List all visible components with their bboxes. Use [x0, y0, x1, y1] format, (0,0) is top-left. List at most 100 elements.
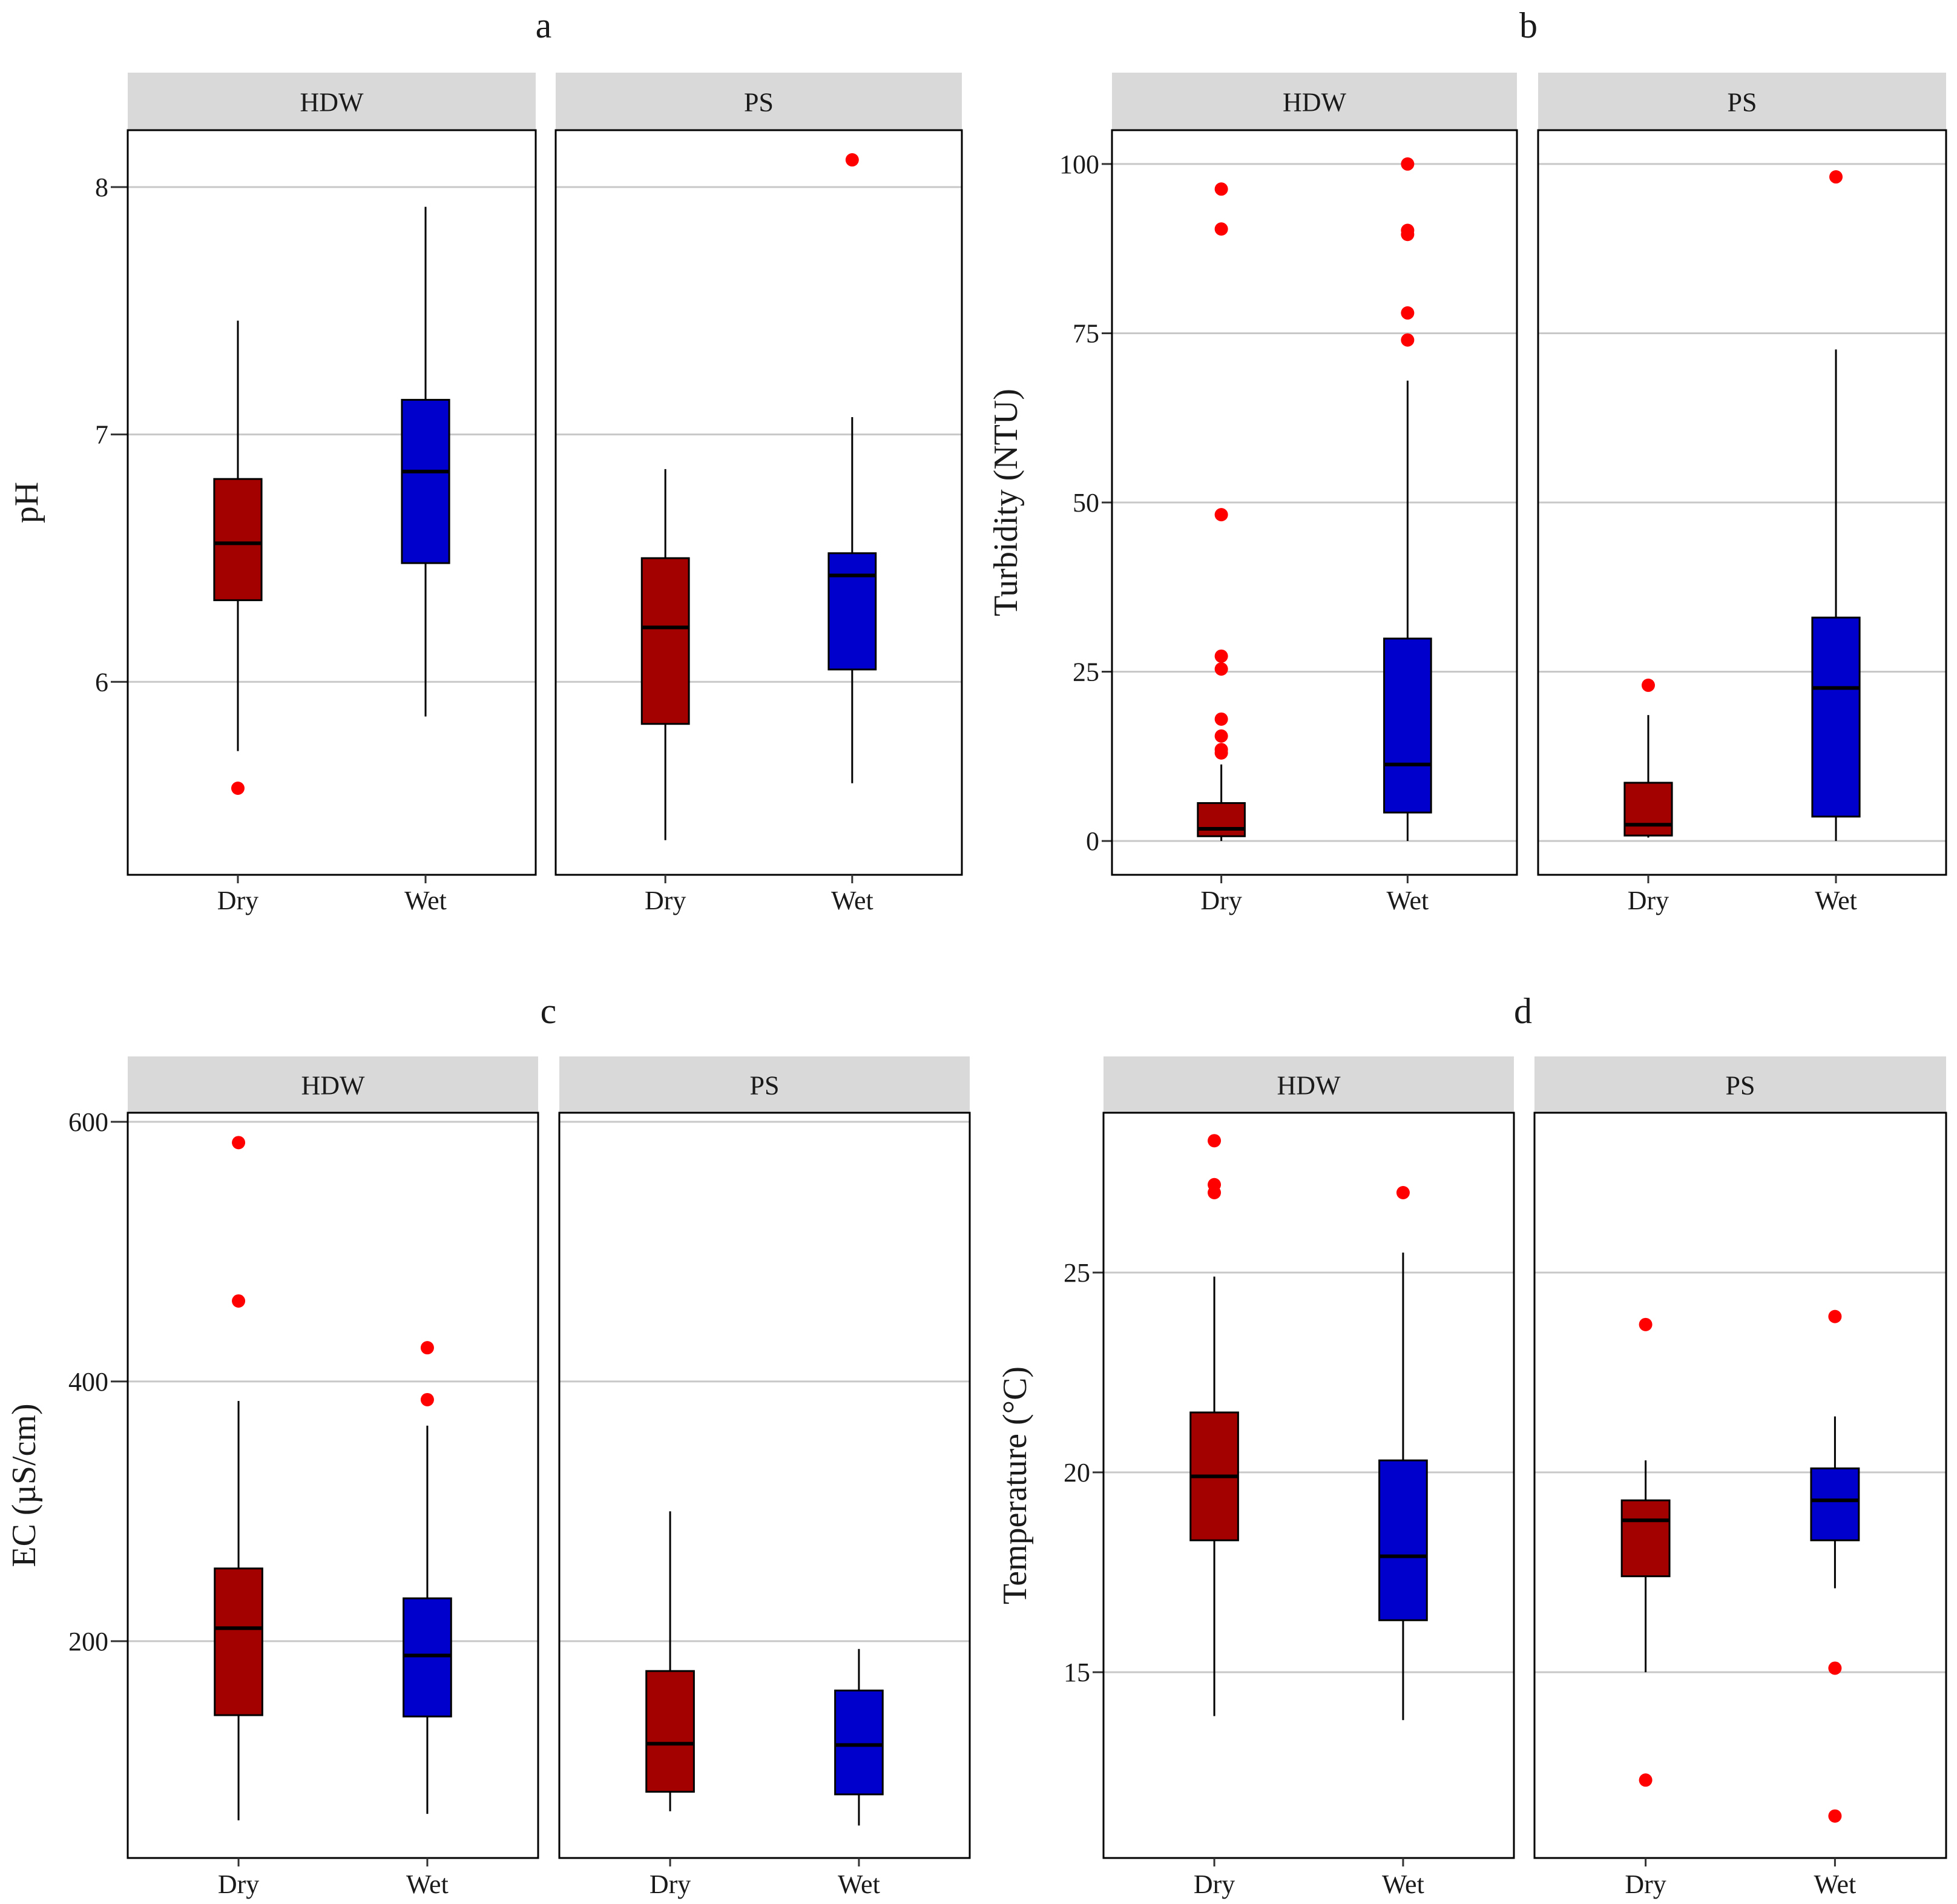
outlier-point	[420, 1392, 434, 1406]
y-axis-title: EC (µS/cm)	[5, 1403, 43, 1567]
x-tick-label: Dry	[645, 886, 686, 915]
y-tick-label: 25	[1064, 1258, 1090, 1288]
panel-d: d Temperature (°C) 15 20 25 HDW Dry Wet PS Dry Wet	[996, 991, 1947, 1899]
facet-frame	[1537, 129, 1947, 876]
panel-a: a pH 6 7 8 HDW Dry Wet PS Dry Wet	[8, 5, 963, 915]
box-hdw-wet	[401, 206, 450, 717]
facet-strip	[1103, 1056, 1514, 1113]
facet-strip	[559, 1056, 970, 1113]
outlier-point	[1396, 1186, 1410, 1200]
facet-frame	[1102, 1112, 1515, 1859]
facet-strip	[128, 1056, 538, 1113]
facet-ps: PS Dry Wet	[558, 1056, 971, 1899]
facet-strip-label: HDW	[301, 1071, 365, 1101]
x-tick-label: Dry	[218, 1869, 259, 1899]
outlier-point	[1214, 649, 1228, 663]
y-tick-label: 100	[1059, 150, 1099, 179]
y-tick-label: 25	[1073, 657, 1099, 687]
y-tick-label: 7	[95, 420, 108, 450]
box-ps-dry	[645, 1511, 695, 1811]
outlier-point	[845, 153, 859, 167]
x-tick-label: Dry	[650, 1869, 691, 1899]
x-tick-label: Wet	[1382, 1869, 1424, 1899]
y-tick-label: 0	[1086, 826, 1099, 856]
outlier-point	[1214, 182, 1228, 196]
x-tick-label: Wet	[404, 886, 447, 915]
y-axis-title: pH	[8, 482, 45, 523]
outlier-point	[1828, 1809, 1842, 1823]
panel-letter: d	[1514, 991, 1532, 1031]
box-hdw-wet	[1383, 157, 1432, 842]
facet-ps: PS Dry Wet	[1537, 73, 1947, 915]
box-ps-wet	[827, 153, 877, 783]
facet-strip	[556, 73, 962, 130]
y-tick-label: 20	[1064, 1458, 1090, 1487]
outlier-point	[1208, 1134, 1222, 1148]
y-tick-label: 50	[1073, 488, 1099, 518]
outlier-point	[1401, 333, 1415, 347]
x-tick-label: Dry	[1625, 1869, 1666, 1899]
facet-hdw: HDW Dry Wet	[1102, 1056, 1515, 1899]
iqr-box	[214, 1567, 263, 1716]
iqr-box	[403, 1597, 452, 1718]
outlier-point	[1214, 743, 1228, 757]
iqr-box	[1197, 802, 1246, 837]
panel-letter: a	[536, 5, 552, 45]
outlier-point	[231, 781, 245, 795]
box-ps-wet	[1811, 170, 1861, 842]
facet-strip-label: PS	[750, 1071, 780, 1101]
box-hdw-dry	[1189, 1134, 1239, 1716]
iqr-box	[834, 1689, 884, 1796]
panel-c: c EC (µS/cm) 200 400 600 HDW Dry Wet PS Dry Wet	[5, 991, 971, 1899]
iqr-box	[645, 1670, 695, 1793]
x-tick-label: Wet	[1815, 886, 1857, 915]
y-tick-label: 200	[68, 1627, 108, 1656]
panel-b: b Turbidity (NTU) 0 25 50 75 100 HDW Dry Wet PS Dry…	[987, 5, 1947, 915]
outlier-point	[1214, 222, 1228, 236]
box-ps-dry	[1623, 678, 1673, 838]
outlier-point	[1214, 712, 1228, 726]
facet-strip-label: HDW	[1283, 88, 1347, 117]
facet-hdw: HDW Dry Wet	[1111, 73, 1518, 915]
box-hdw-dry	[1197, 182, 1246, 842]
box-hdw-wet	[403, 1341, 452, 1814]
x-tick-label: Wet	[831, 886, 873, 915]
outlier-point	[1401, 223, 1415, 237]
outlier-point	[1214, 508, 1228, 522]
facet-strip-label: PS	[744, 88, 774, 117]
y-axis-title: Turbidity (NTU)	[987, 389, 1025, 616]
y-tick-label: 6	[95, 667, 108, 697]
facet-strip	[128, 73, 536, 130]
x-tick-label: Wet	[1814, 1869, 1857, 1899]
iqr-box	[401, 398, 450, 564]
facet-hdw: HDW Dry Wet	[127, 1056, 539, 1899]
facet-strip	[1112, 73, 1517, 130]
facet-frame	[558, 1112, 971, 1859]
panel-letter: c	[541, 991, 557, 1031]
box-hdw-dry	[213, 320, 263, 795]
facet-frame	[127, 1112, 539, 1859]
x-tick-label: Wet	[406, 1869, 449, 1899]
y-tick-label: 8	[95, 173, 108, 202]
iqr-box	[1383, 637, 1432, 814]
facet-strip	[1534, 1056, 1946, 1113]
y-tick-label: 400	[68, 1367, 108, 1397]
box-ps-dry	[1620, 1317, 1671, 1787]
box-ps-wet	[1810, 1309, 1860, 1823]
outlier-point	[1214, 729, 1228, 743]
x-tick-label: Wet	[838, 1869, 880, 1899]
x-tick-label: Wet	[1386, 886, 1429, 915]
facet-ps: PS Dry Wet	[554, 73, 963, 915]
iqr-box	[1623, 782, 1673, 837]
facet-strip-label: PS	[1728, 88, 1757, 117]
outlier-point	[1829, 170, 1843, 184]
outlier-point	[1641, 678, 1655, 692]
box-hdw-wet	[1378, 1186, 1428, 1721]
facet-strip-label: HDW	[1277, 1071, 1341, 1101]
panel-letter: b	[1519, 5, 1538, 45]
y-tick-label: 15	[1064, 1658, 1090, 1687]
x-tick-label: Dry	[1194, 1869, 1235, 1899]
x-tick-label: Dry	[1200, 886, 1242, 915]
facet-strip-label: PS	[1726, 1071, 1755, 1101]
